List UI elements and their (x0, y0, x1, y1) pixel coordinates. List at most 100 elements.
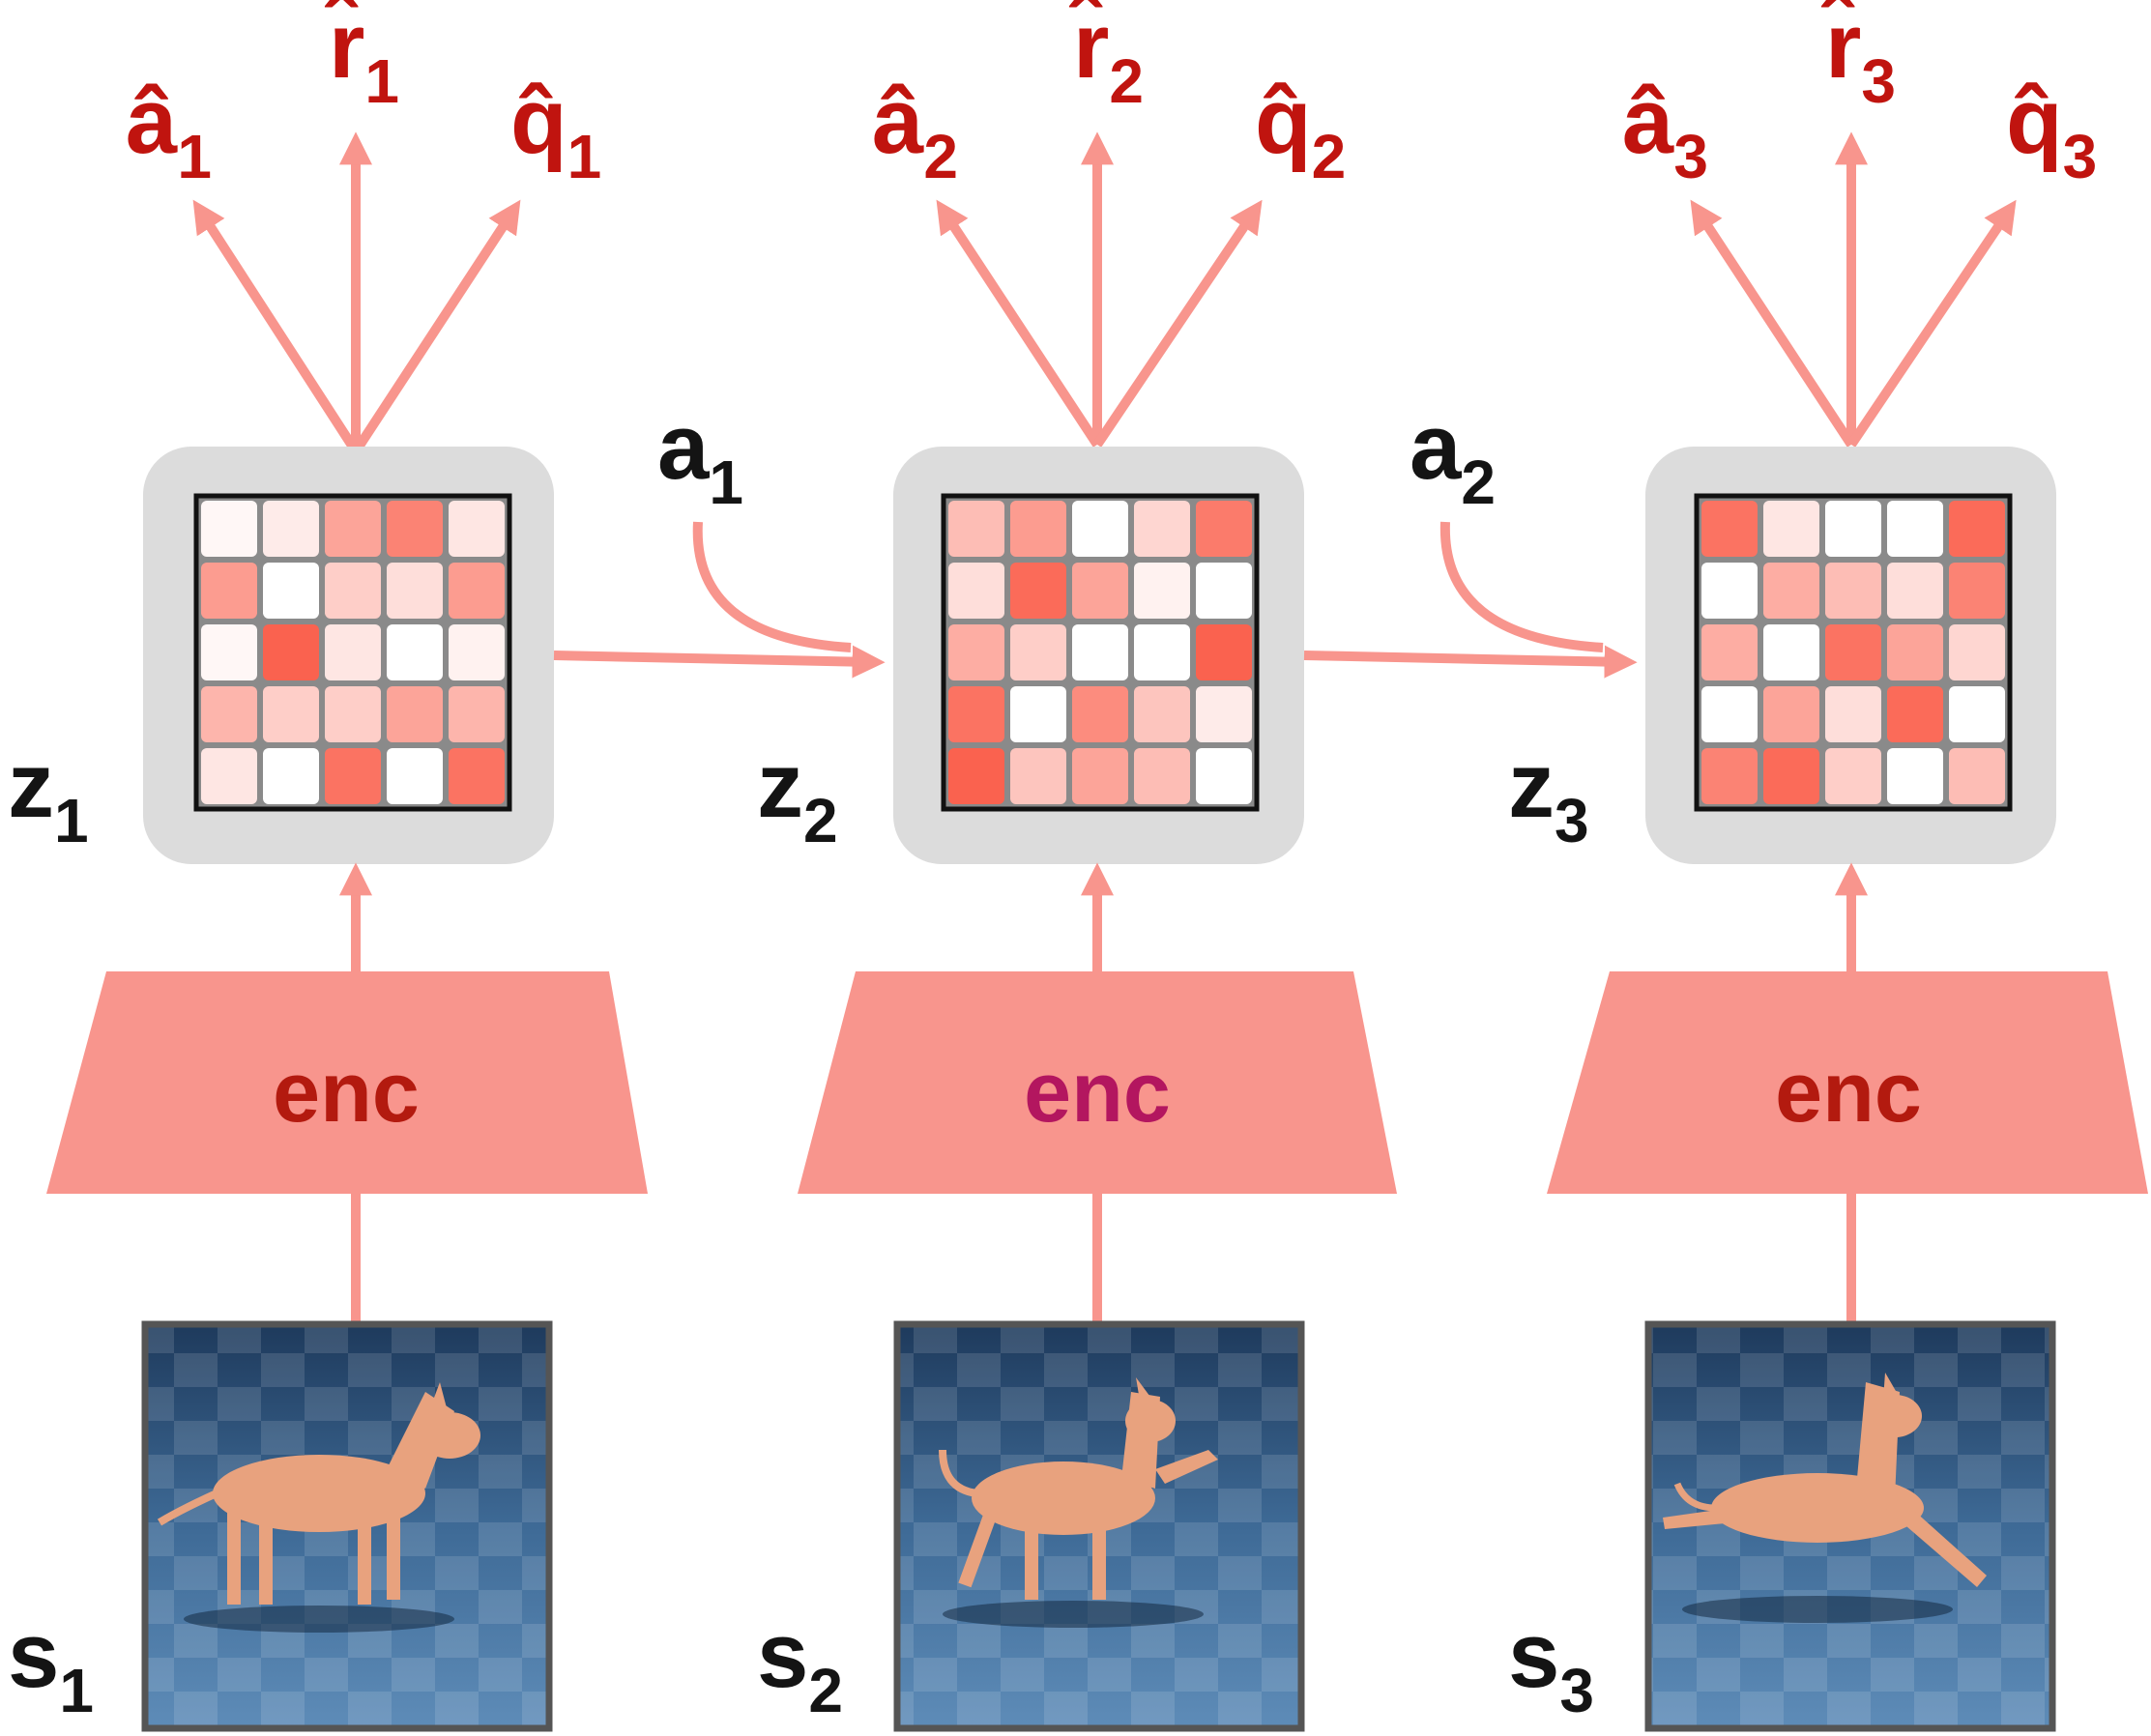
output-label-q-hat-3: q̂3 (2006, 70, 2097, 191)
latent-cell (1825, 563, 1881, 619)
latent-cell (1763, 624, 1819, 680)
arrow-a1-into-transition (692, 521, 852, 652)
dog-image-1 (157, 1382, 480, 1605)
encoder-3 (1547, 971, 2148, 1194)
latent-grid-1 (193, 493, 512, 812)
arrow-z2-to-z3 (1303, 645, 1638, 679)
latent-cell (1196, 686, 1252, 742)
latent-cell (1949, 563, 2005, 619)
state-frame-1 (141, 1320, 553, 1732)
latent-cell (1134, 624, 1190, 680)
output-label-q-hat-2: q̂2 (1255, 70, 1346, 191)
step-2: â2 r̂2 q̂2 z2 enc (757, 0, 1397, 1732)
latent-cell (449, 686, 505, 742)
latent-cell (1887, 563, 1943, 619)
step-1: â1 r̂1 q̂1 z1 enc (8, 0, 648, 1732)
latent-cell (1763, 501, 1819, 557)
latent-cell (449, 748, 505, 804)
latent-cell (1701, 624, 1758, 680)
latent-cell (1134, 501, 1190, 557)
latent-cell (1949, 501, 2005, 557)
latent-cell (1949, 686, 2005, 742)
latent-cell (1825, 748, 1881, 804)
output-label-q-hat-1: q̂1 (510, 70, 601, 191)
latent-cell (325, 686, 381, 742)
action-label-a-2: a2 (1410, 395, 1496, 517)
state-frame-2 (893, 1320, 1305, 1732)
latent-cell (263, 748, 319, 804)
latent-cell (325, 563, 381, 619)
latent-cell (1949, 748, 2005, 804)
latent-cell (1010, 686, 1066, 742)
latent-grid-border (941, 493, 1260, 812)
latent-cell (387, 748, 443, 804)
state-label-s-2: s2 (757, 1604, 843, 1725)
arrow-to-a-hat-2 (936, 199, 1102, 448)
latent-cell (387, 686, 443, 742)
state-frame-3 (1644, 1320, 2056, 1732)
latent-cell (325, 501, 381, 557)
latent-cell (1701, 501, 1758, 557)
latent-cell (1196, 501, 1252, 557)
state-label-s-3: s3 (1508, 1604, 1594, 1725)
latent-cell (263, 501, 319, 557)
latent-cell (387, 501, 443, 557)
latent-cell (948, 624, 1004, 680)
latent-cell (1701, 748, 1758, 804)
latent-cell (1196, 624, 1252, 680)
latent-cell (201, 624, 257, 680)
latent-cell (1949, 624, 2005, 680)
latent-cell (1825, 686, 1881, 742)
latent-label-z-3: z3 (1508, 734, 1589, 855)
transition-2: a2 (1303, 395, 1638, 679)
encoder-label-3: enc (1775, 1044, 1922, 1140)
latent-cell (1010, 501, 1066, 557)
latent-cell (948, 501, 1004, 557)
latent-grid-2 (941, 493, 1260, 812)
latent-cell (1072, 501, 1128, 557)
output-label-r-hat-1: r̂1 (324, 0, 399, 116)
latent-cell (1763, 686, 1819, 742)
latent-cell (1887, 686, 1943, 742)
latent-cell (201, 563, 257, 619)
output-label-r-hat-2: r̂2 (1068, 0, 1144, 116)
step-3: â3 r̂3 q̂3 z3 enc s3 (1508, 0, 2148, 1732)
arrow-to-a-hat-1 (192, 199, 361, 454)
latent-grid-border (193, 493, 512, 812)
encoder-2 (798, 971, 1397, 1194)
latent-cell (325, 624, 381, 680)
latent-cell (948, 686, 1004, 742)
latent-cell (1887, 624, 1943, 680)
latent-cell (1763, 748, 1819, 804)
dog-image-3 (1663, 1373, 1987, 1587)
latent-cell (1701, 686, 1758, 742)
latent-cell (948, 563, 1004, 619)
latent-cell (1072, 686, 1128, 742)
latent-label-z-1: z1 (8, 734, 89, 855)
latent-cell (1072, 624, 1128, 680)
latent-cell (1825, 501, 1881, 557)
latent-cell (1196, 563, 1252, 619)
latent-cell (325, 748, 381, 804)
output-label-a-hat-2: â2 (872, 70, 958, 191)
latent-cell (1072, 563, 1128, 619)
latent-cell (1701, 563, 1758, 619)
latent-cell (201, 686, 257, 742)
dog-image-2 (939, 1377, 1218, 1600)
state-label-s-1: s1 (8, 1604, 94, 1725)
latent-cell (1134, 563, 1190, 619)
latent-cell (263, 563, 319, 619)
latent-cell (449, 624, 505, 680)
latent-cell (1134, 748, 1190, 804)
latent-cell (449, 501, 505, 557)
arrow-z1-to-z2 (553, 645, 886, 679)
latent-cell (263, 686, 319, 742)
latent-cell (1763, 563, 1819, 619)
latent-cell (1072, 748, 1128, 804)
encoder-label-2: enc (1024, 1044, 1171, 1140)
latent-cell (449, 563, 505, 619)
latent-cell (1010, 748, 1066, 804)
arrow-to-q-hat-3 (1846, 199, 2017, 448)
latent-cell (201, 501, 257, 557)
